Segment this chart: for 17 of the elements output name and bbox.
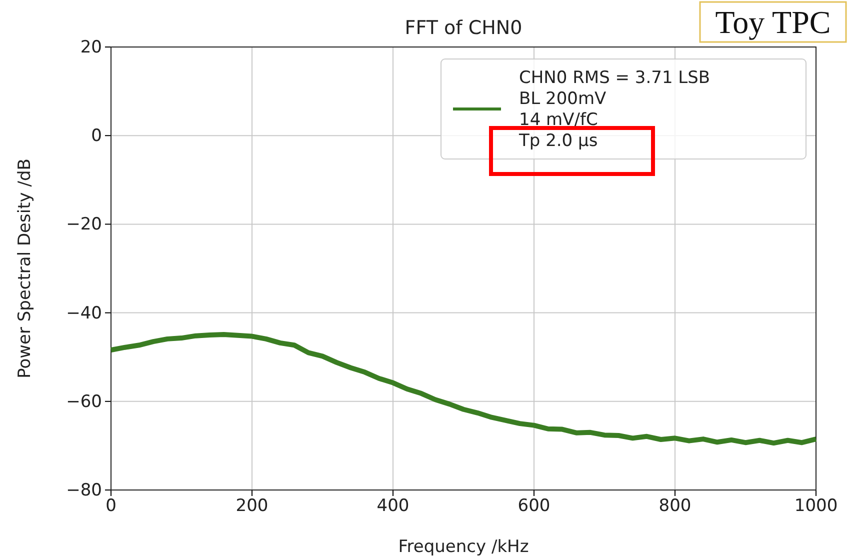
- x-tick-label: 600: [518, 496, 550, 516]
- y-axis-title: Power Spectral Desity /dB: [15, 158, 35, 378]
- x-tick-label: 400: [376, 496, 410, 516]
- y-tick-label: −20: [66, 214, 102, 235]
- legend-label: CHN0 RMS = 3.71 LSB BL 200mV 14 mV/fC Tp 2.0 μs: [518, 68, 710, 151]
- x-axis-title: Frequency /kHz: [398, 537, 529, 557]
- x-tick-label: 200: [236, 496, 268, 516]
- y-tick-label: 0: [91, 126, 102, 146]
- x-tick-label: 0: [106, 496, 116, 516]
- y-tick-label: −60: [66, 392, 102, 412]
- y-tick-label: −40: [66, 303, 102, 324]
- chart-title: FFT of CHN0: [404, 17, 522, 39]
- x-tick-label: 800: [658, 496, 692, 516]
- text: Toy TPC: [715, 4, 831, 40]
- x-tick-label: 1000: [794, 496, 838, 516]
- y-tick-label: 20: [80, 37, 102, 58]
- y-tick-label: −80: [66, 480, 102, 500]
